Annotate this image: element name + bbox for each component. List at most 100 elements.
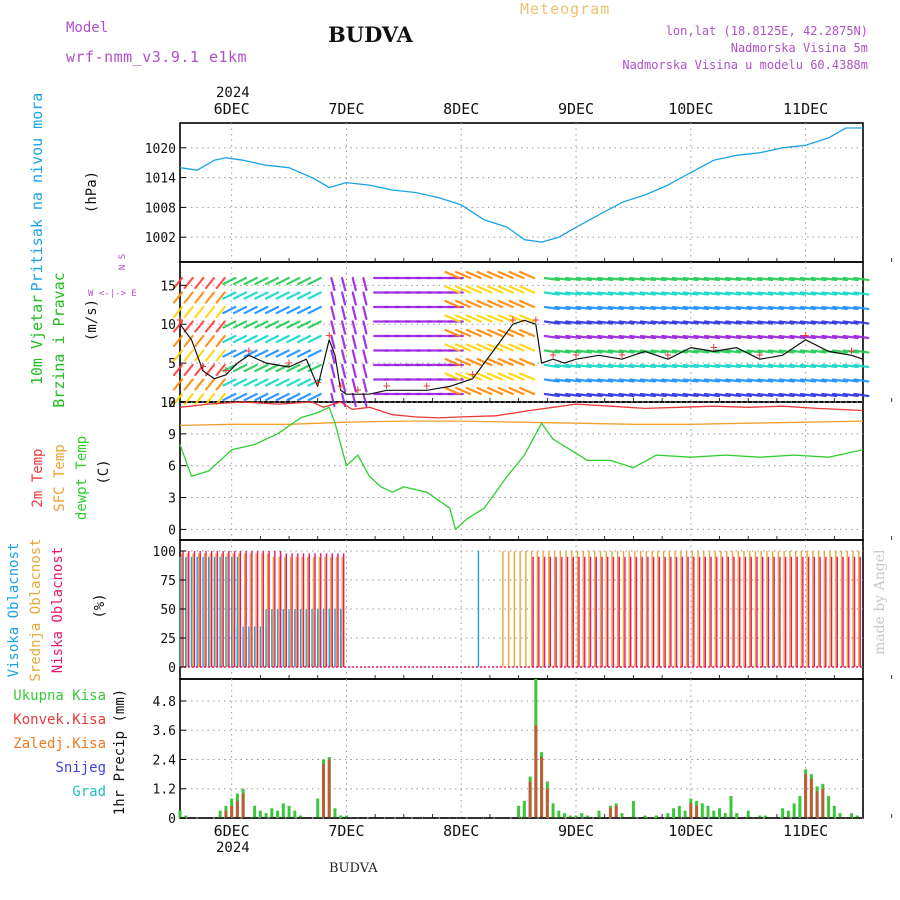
wind-arrow bbox=[172, 378, 184, 391]
wind-arrow bbox=[714, 363, 731, 369]
wind-arrow bbox=[661, 392, 678, 398]
wind-arrow bbox=[194, 291, 205, 304]
precip-legend-3: Zaledj.Kisa bbox=[13, 736, 106, 752]
wind-arrow bbox=[693, 378, 710, 383]
wind-arrow bbox=[455, 285, 472, 294]
precip-bar bbox=[677, 805, 681, 818]
wind-arrow bbox=[639, 320, 656, 325]
wind-arrow bbox=[455, 372, 472, 381]
wind-arrow bbox=[821, 363, 838, 369]
pressure-title: Pritisak na nivou mora bbox=[28, 93, 46, 292]
wind-arrow bbox=[362, 349, 368, 364]
wind-arrow bbox=[519, 285, 536, 294]
wind-arrow bbox=[586, 334, 603, 340]
wind-arrow bbox=[215, 305, 226, 319]
wind-arrow bbox=[243, 334, 258, 344]
precip-bar bbox=[253, 805, 257, 818]
precip-bar bbox=[540, 757, 544, 818]
wind-arrow bbox=[543, 334, 560, 340]
wind-arrow bbox=[215, 392, 226, 406]
wind-arrow bbox=[264, 392, 280, 402]
temp-ylabel: (C) bbox=[96, 459, 112, 484]
precip-bar bbox=[522, 800, 526, 818]
wind-arrow bbox=[554, 291, 571, 296]
wind-arrow bbox=[307, 291, 322, 300]
precip-bar bbox=[798, 796, 802, 818]
wind-arrow bbox=[476, 343, 493, 352]
precip-bar bbox=[804, 774, 808, 818]
wind-arrow bbox=[340, 363, 347, 379]
y-tick-label: 0 bbox=[168, 396, 176, 411]
wind-arrow bbox=[476, 328, 493, 338]
wind-arrow bbox=[597, 363, 614, 369]
y-tick-label: 3.6 bbox=[153, 724, 176, 739]
precip-legend-4: Snijeg bbox=[55, 760, 106, 776]
wind-arrow bbox=[508, 270, 525, 280]
wind-arrow bbox=[243, 276, 258, 286]
wind-arrow bbox=[362, 305, 368, 321]
temp-line-1 bbox=[179, 401, 864, 419]
wind-arrow bbox=[565, 334, 582, 340]
wind-arrow bbox=[254, 363, 269, 373]
wind-arrow bbox=[194, 320, 205, 333]
wind-arrow bbox=[508, 285, 525, 294]
wind-arrow bbox=[222, 320, 237, 329]
wind-arrow bbox=[618, 349, 635, 354]
precip-bar bbox=[528, 781, 532, 818]
wind-arrow bbox=[810, 291, 827, 296]
precip-bar bbox=[706, 805, 710, 818]
wind-arrow bbox=[767, 291, 785, 296]
y-tick-label: 1014 bbox=[145, 172, 176, 187]
precip-bar bbox=[855, 815, 859, 818]
wind-arrow bbox=[565, 291, 582, 296]
wind-arrow bbox=[853, 334, 870, 340]
precip-bar bbox=[827, 796, 831, 818]
precip-bar bbox=[534, 725, 538, 818]
wind-arrow bbox=[362, 320, 368, 335]
wind-arrow bbox=[735, 276, 753, 282]
wind-arrow bbox=[618, 392, 635, 398]
wind-arrow bbox=[714, 291, 731, 296]
wind-arrow bbox=[767, 363, 785, 369]
precip-bar bbox=[327, 759, 331, 818]
wind-gust-marker: + bbox=[423, 379, 430, 393]
wind-arrow bbox=[519, 314, 536, 323]
wind-arrow bbox=[789, 392, 806, 398]
wind-title-1: 10m Vjetar bbox=[28, 295, 46, 385]
wind-arrow bbox=[575, 392, 592, 398]
wind-arrow bbox=[465, 386, 482, 396]
wind-arrow bbox=[661, 291, 678, 296]
wind-arrow bbox=[264, 276, 280, 286]
wind-arrow bbox=[204, 392, 216, 406]
wind-arrow bbox=[232, 291, 248, 300]
wind-arrow bbox=[767, 378, 785, 383]
wind-arrow bbox=[362, 334, 368, 350]
wind-gust-marker: + bbox=[354, 383, 361, 397]
wind-arrow bbox=[172, 349, 184, 362]
precip-bar bbox=[339, 815, 343, 818]
wind-arrow bbox=[575, 305, 592, 311]
wind-arrow bbox=[340, 334, 347, 350]
wind-arrow bbox=[444, 285, 461, 294]
precip-bar bbox=[712, 810, 716, 818]
wind-arrow bbox=[183, 392, 194, 406]
wind-arrow bbox=[455, 343, 472, 352]
wind-arrow bbox=[215, 320, 226, 333]
wind-arrow bbox=[831, 320, 849, 325]
wind-arrow bbox=[757, 276, 774, 282]
precip-bar bbox=[281, 803, 285, 818]
wind-title-2: Brzina i Pravac bbox=[50, 272, 68, 407]
wind-arrow bbox=[618, 363, 635, 369]
page-title: BUDVA bbox=[328, 22, 413, 47]
precip-bar bbox=[763, 815, 767, 818]
wind-arrow bbox=[650, 392, 667, 398]
precip-bar bbox=[786, 810, 790, 818]
precip-bar bbox=[832, 805, 836, 818]
wind-arrow bbox=[465, 328, 482, 338]
wind-barbs-layer bbox=[172, 270, 870, 408]
wind-arrow bbox=[714, 305, 731, 311]
wind-arrow bbox=[476, 386, 493, 396]
wind-arrow bbox=[215, 349, 226, 362]
wind-arrow bbox=[607, 291, 624, 296]
wind-arrow bbox=[204, 320, 216, 333]
